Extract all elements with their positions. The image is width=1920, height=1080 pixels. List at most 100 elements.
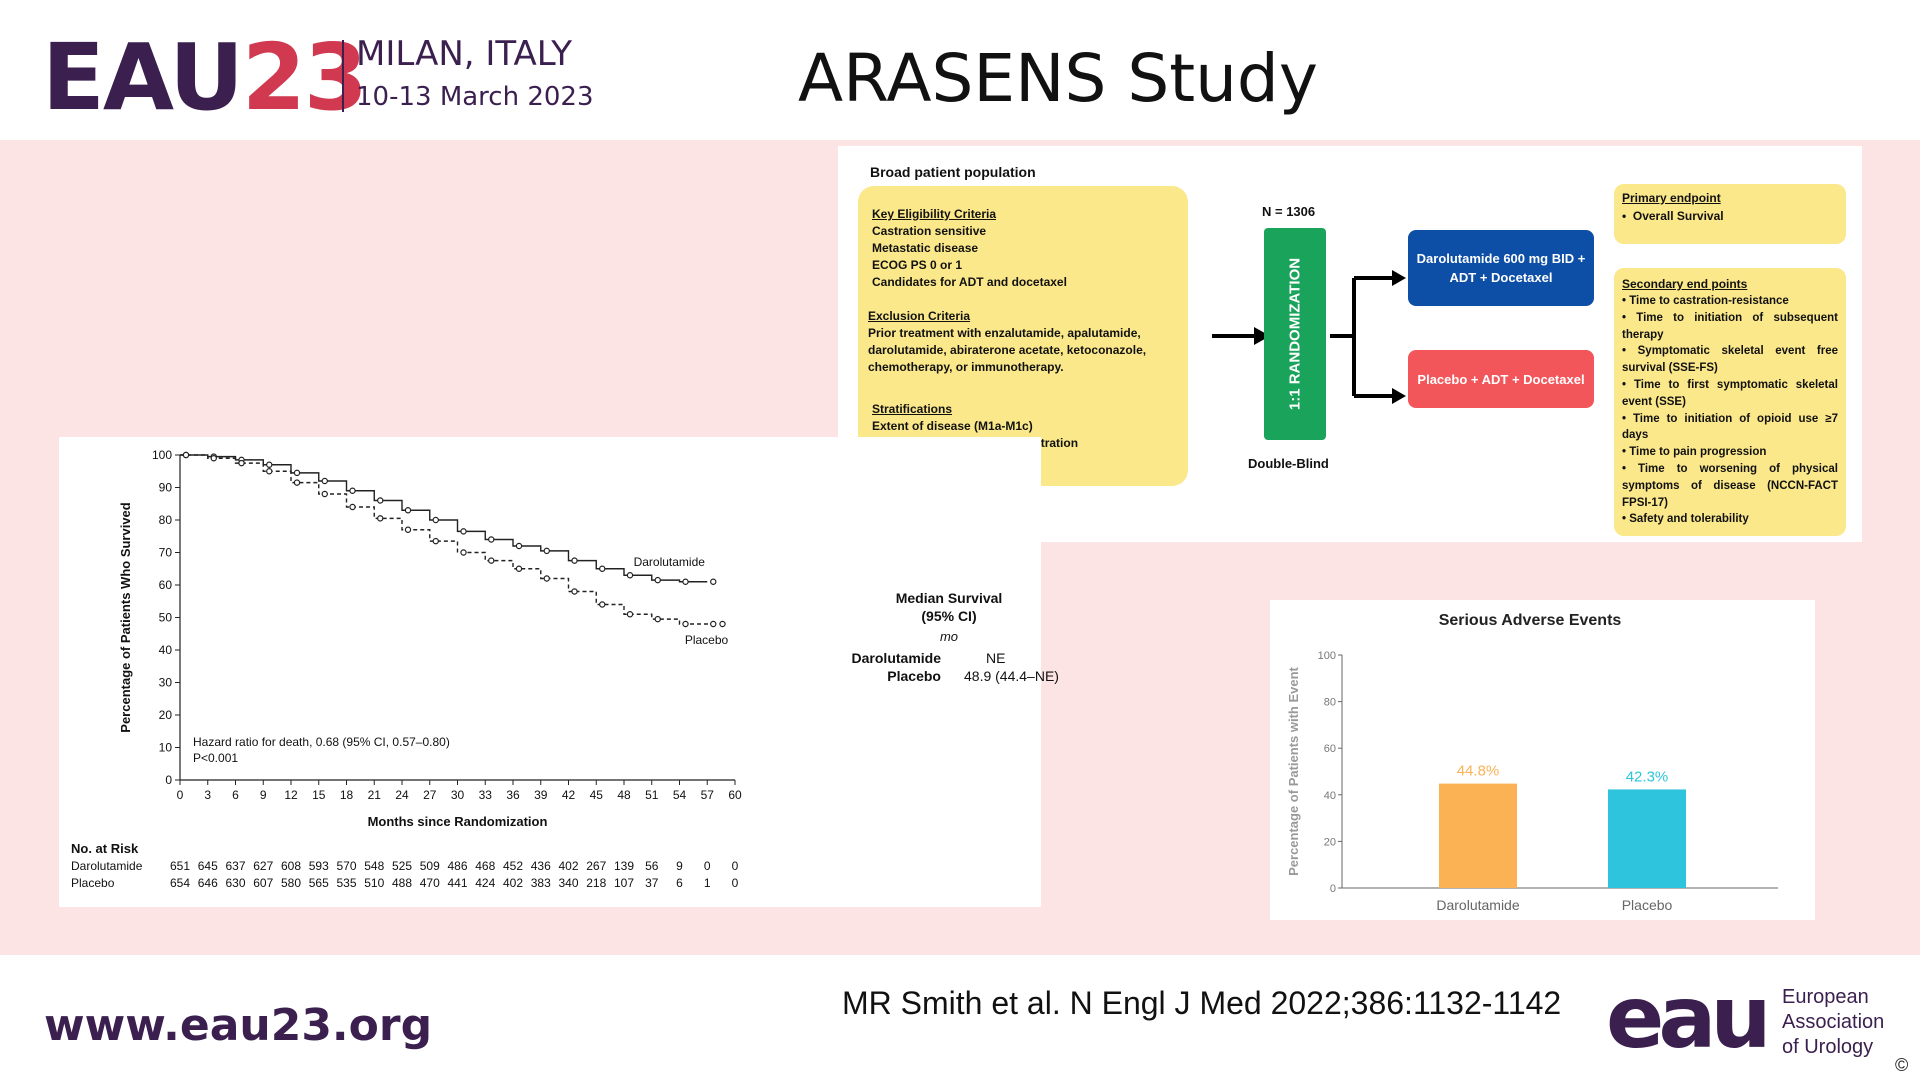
- eligibility-item: Candidates for ADT and docetaxel: [872, 275, 1067, 289]
- secondary-endpoint: • Symptomatic skeletal event free surviv…: [1622, 345, 1838, 375]
- sae-y-tick-label: 20: [1324, 836, 1336, 848]
- exclusion-text: Prior treatment with enzalutamide, apalu…: [868, 325, 1146, 376]
- sae-y-tick-label: 0: [1330, 883, 1336, 895]
- y-tick-label: 40: [159, 643, 173, 657]
- risk-count: 565: [309, 876, 329, 890]
- randomization-box: 1:1 RANDOMIZATION: [1264, 228, 1326, 440]
- x-tick-label: 54: [673, 788, 687, 802]
- stratification-title: Stratifications: [872, 402, 953, 416]
- censor-mark: [404, 526, 412, 533]
- censor-mark: [349, 487, 356, 494]
- p-value-text: P<0.001: [193, 751, 238, 765]
- org-name-line: European: [1782, 986, 1869, 1008]
- median-survival-ci: (95% CI): [921, 608, 977, 624]
- risk-count: 627: [253, 859, 273, 873]
- censor-mark: [377, 497, 384, 504]
- sae-bar-value-label: 44.8%: [1457, 763, 1500, 780]
- censor-mark: [719, 620, 726, 628]
- risk-row-label: Darolutamide: [71, 859, 143, 873]
- sample-size: N = 1306: [1262, 204, 1316, 219]
- congress-url[interactable]: www.eau23.org: [44, 1000, 433, 1051]
- risk-count: 1: [704, 876, 711, 890]
- x-tick-label: 33: [479, 788, 493, 802]
- median-unit: mo: [939, 629, 959, 644]
- censor-mark: [626, 572, 634, 579]
- censor-mark: [377, 515, 384, 522]
- x-tick-label: 36: [506, 788, 520, 802]
- km-chart-panel: 0 10 20 30 40 50 60 70 80 90 100 0 3 6 9 12 15 18 21 24 27 30…: [59, 437, 1059, 907]
- x-tick-label: 57: [701, 788, 715, 802]
- risk-count: 436: [531, 859, 551, 873]
- censor-mark: [460, 528, 467, 535]
- exclusion-title: Exclusion Criteria: [868, 309, 971, 323]
- risk-count: 424: [475, 876, 495, 890]
- sae-chart-title: Serious Adverse Events: [1439, 612, 1622, 629]
- x-tick-label: 9: [260, 788, 267, 802]
- risk-row-label: Placebo: [71, 876, 115, 890]
- risk-count: 548: [364, 859, 384, 873]
- randomization-label: 1:1 RANDOMIZATION: [1286, 257, 1304, 411]
- risk-table-title: No. at Risk: [71, 841, 139, 856]
- eligibility-item: ECOG PS 0 or 1: [872, 258, 963, 272]
- risk-count: 470: [420, 876, 440, 890]
- sae-y-axis-label: Percentage of Patients with Event: [1286, 666, 1301, 875]
- sae-chart: Serious Adverse Events 0 20 40 60 80 100 Percen…: [1286, 612, 1778, 913]
- censor-mark: [432, 537, 439, 545]
- risk-count: 593: [309, 859, 329, 873]
- secondary-endpoint: • Time to first symptomatic skeletal eve…: [1622, 378, 1838, 408]
- x-tick-label: 18: [340, 788, 354, 802]
- primary-endpoint-box: Primary endpoint • Overall Survival: [1614, 184, 1846, 244]
- risk-count: 570: [336, 859, 356, 873]
- eligibility-title: Key Eligibility Criteria: [872, 207, 997, 221]
- risk-count: 486: [447, 859, 467, 873]
- risk-count: 6: [676, 876, 683, 890]
- sae-y-tick-label: 60: [1324, 743, 1336, 755]
- x-tick-label: 42: [562, 788, 576, 802]
- secondary-endpoints-title: Secondary end points: [1622, 277, 1748, 291]
- risk-count: 630: [225, 876, 245, 890]
- org-name: European Association of Urology: [1782, 985, 1884, 1060]
- org-name-line: Association: [1782, 1011, 1885, 1033]
- censor-mark: [654, 615, 661, 623]
- censor-mark: [460, 549, 467, 556]
- secondary-endpoint: • Time to pain progression: [1622, 446, 1767, 459]
- secondary-endpoint-text: Time to worsening of physical symptoms o…: [1622, 462, 1838, 509]
- y-axis-label: Percentage of Patients Who Survived: [118, 502, 133, 733]
- risk-count: 535: [336, 876, 356, 890]
- darolutamide-arm: Darolutamide 600 mg BID + ADT + Docetaxe…: [1408, 230, 1594, 306]
- x-tick-label: 45: [590, 788, 604, 802]
- median-value: 48.9 (44.4–NE): [964, 668, 1059, 684]
- risk-count: 645: [198, 859, 218, 873]
- sae-y-tick-label: 40: [1324, 790, 1336, 802]
- y-tick-label: 30: [159, 676, 173, 690]
- risk-count: 510: [364, 876, 384, 890]
- y-tick-label: 0: [165, 773, 172, 787]
- risk-count: 607: [253, 876, 273, 890]
- censor-mark: [210, 455, 217, 462]
- risk-count: 0: [732, 876, 739, 890]
- darolutamide-curve: [180, 454, 708, 583]
- censor-mark: [488, 536, 495, 543]
- secondary-endpoint: • Safety and tolerability: [1622, 513, 1749, 526]
- censor-mark: [626, 611, 634, 618]
- censor-mark: [571, 588, 578, 595]
- risk-count: 608: [281, 859, 301, 873]
- criteria-box: Key Eligibility Criteria Castration sens…: [858, 186, 1188, 486]
- censor-mark: [238, 459, 245, 467]
- median-survival-title: Median Survival: [895, 590, 1003, 606]
- risk-count: 402: [503, 876, 523, 890]
- x-tick-label: 6: [232, 788, 239, 802]
- y-tick-label: 70: [159, 546, 173, 560]
- sae-y-tick-label: 100: [1318, 650, 1336, 662]
- y-tick-label: 100: [152, 448, 172, 462]
- sae-category-label: Placebo: [1622, 897, 1673, 913]
- censor-mark: [543, 575, 550, 582]
- censor-mark: [710, 578, 717, 585]
- y-tick-label: 60: [159, 578, 173, 592]
- censor-mark: [266, 461, 273, 468]
- y-tick-label: 50: [159, 611, 173, 625]
- secondary-endpoint-text: Time to first symptomatic skeletal event…: [1622, 378, 1838, 408]
- censor-mark: [710, 620, 717, 628]
- secondary-endpoint: • Time to initiation of subsequent thera…: [1622, 311, 1838, 341]
- x-tick-label: 24: [395, 788, 409, 802]
